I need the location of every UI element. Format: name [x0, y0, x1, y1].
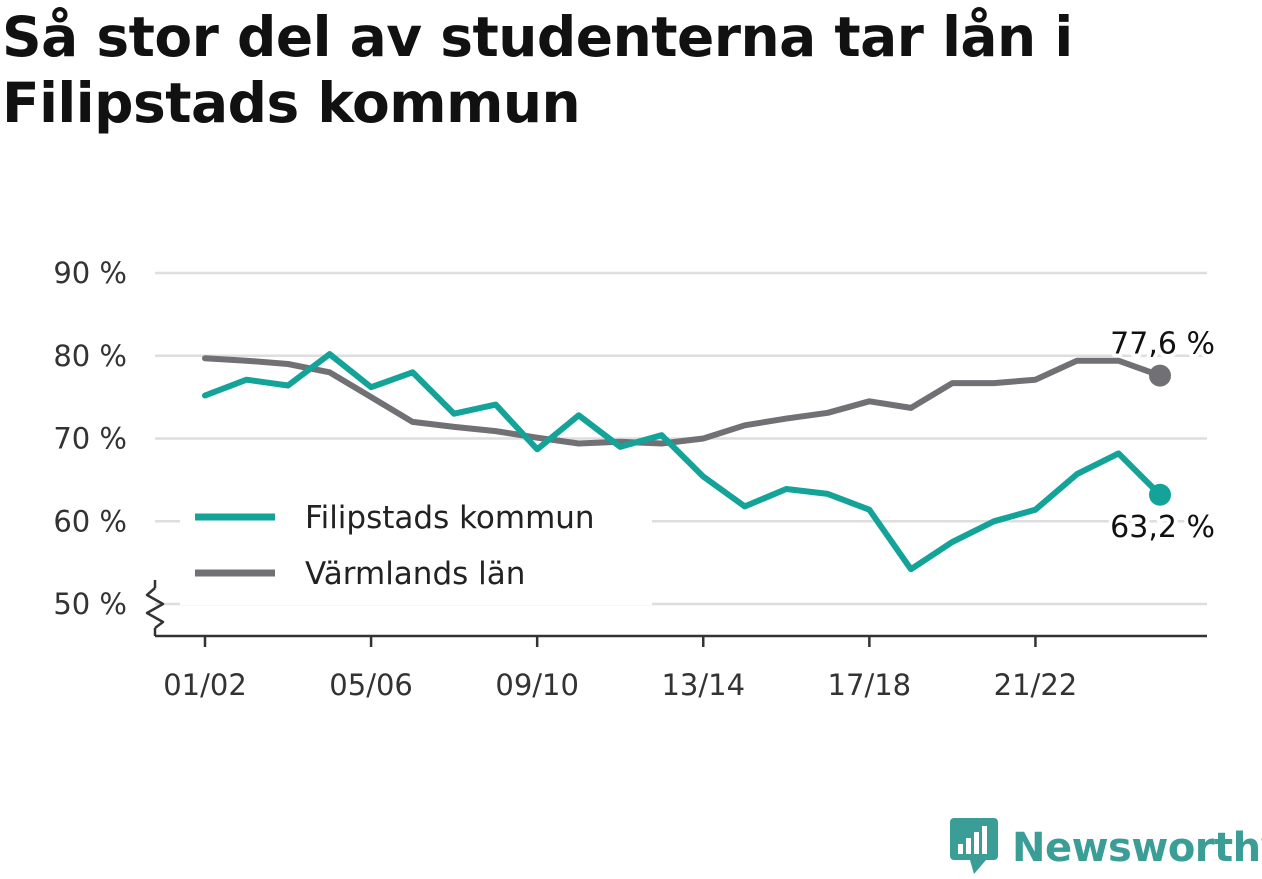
- axis-break-zigzag: [145, 587, 165, 629]
- page-title: Så stor del av studenterna tar lån i Fil…: [2, 5, 1073, 135]
- end-labels: 63,2 % 77,6 %: [1106, 323, 1219, 549]
- series-end-point: [1149, 483, 1171, 506]
- x-tick-label: 13/14: [661, 668, 745, 702]
- series-end-point: [1149, 364, 1171, 387]
- x-tick-label: 05/06: [329, 668, 413, 702]
- legend-label: Värmlands län: [305, 556, 525, 592]
- newsworthy-logo: Newsworthy: [950, 818, 1262, 878]
- legend: Filipstads kommun Värmlands län: [180, 487, 652, 605]
- end-value-label: 77,6 %: [1110, 327, 1215, 362]
- legend-label: Filipstads kommun: [305, 500, 595, 536]
- legend-background: [180, 487, 652, 605]
- series-lines: [202, 351, 1171, 573]
- y-tick-label: 80 %: [53, 339, 127, 373]
- x-tick-label: 21/22: [994, 668, 1078, 702]
- end-value-label: 63,2 %: [1110, 510, 1215, 545]
- y-tick-label: 50 %: [53, 587, 127, 621]
- y-tick-label: 60 %: [53, 504, 127, 538]
- y-tick-label: 90 %: [53, 256, 127, 290]
- axes: 50 % 60 % 70 % 80 % 90 % 01/02 05/06 09/10 13/14…: [53, 256, 1207, 702]
- newsworthy-bar-chart-icon: [950, 818, 998, 874]
- x-tick-label: 17/18: [828, 668, 912, 702]
- series-line: [202, 355, 1163, 447]
- x-tick-label: 01/02: [163, 668, 247, 702]
- brand-name: Newsworthy: [1012, 825, 1262, 871]
- x-tick-label: 09/10: [495, 668, 579, 702]
- y-tick-label: 70 %: [53, 422, 127, 456]
- series-line: [202, 351, 1163, 573]
